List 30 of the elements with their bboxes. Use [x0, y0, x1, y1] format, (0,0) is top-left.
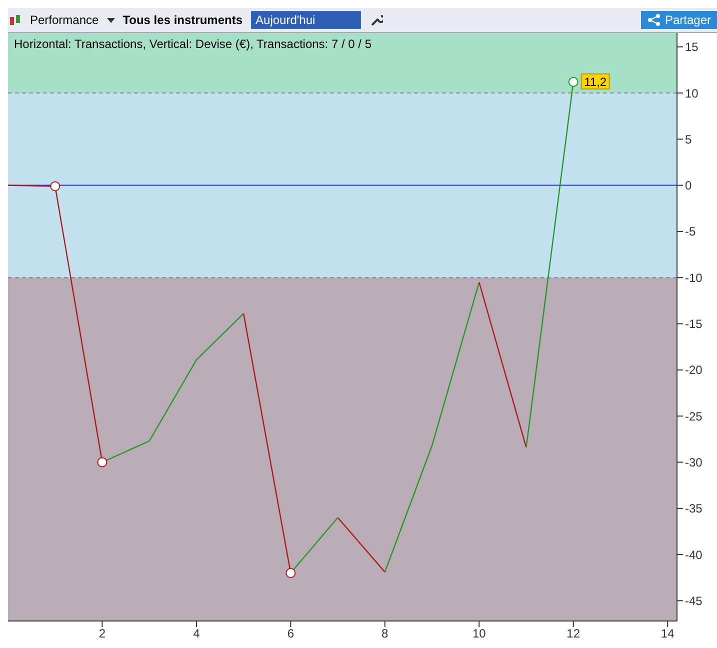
y-tick-label: 15 [685, 40, 699, 54]
x-tick-label: 8 [382, 626, 389, 641]
x-tick-label: 4 [193, 626, 200, 641]
text: Aujourd'hui [250, 11, 361, 29]
text: Performance [30, 13, 99, 27]
y-tick-label: -25 [685, 409, 703, 424]
point [568, 76, 578, 87]
y-tick-label: -20 [685, 363, 703, 378]
text: Partager [640, 11, 717, 29]
y-tick-label: -40 [685, 548, 703, 562]
y-tick-label: -15 [685, 317, 703, 332]
y-tick-label: -30 [685, 455, 703, 470]
y-tick-label: -35 [685, 502, 703, 516]
text: Tous les instruments [122, 13, 243, 27]
chart-title: Horizontal: Transactions, Vertical: Devise (€), Transactions: 7 / 0 / 5 [14, 37, 372, 51]
point [97, 457, 108, 468]
x-tick-label: 10 [472, 626, 486, 641]
x-tick-label: 14 [660, 626, 675, 641]
point [286, 568, 296, 578]
y-tick-label: 0 [685, 178, 692, 193]
x-tick-label: 6 [287, 626, 294, 641]
y-tick-label: 5 [685, 132, 692, 146]
y-tick-label: -10 [685, 270, 703, 285]
y-tick-label: -45 [685, 594, 703, 608]
point [50, 181, 60, 192]
x-tick-label: 12 [566, 626, 580, 641]
y-tick-label: -5 [685, 224, 696, 239]
y-tick-label: 10 [685, 86, 699, 100]
annotation: 11,2 [584, 74, 607, 89]
x-tick-label: 2 [98, 626, 106, 641]
